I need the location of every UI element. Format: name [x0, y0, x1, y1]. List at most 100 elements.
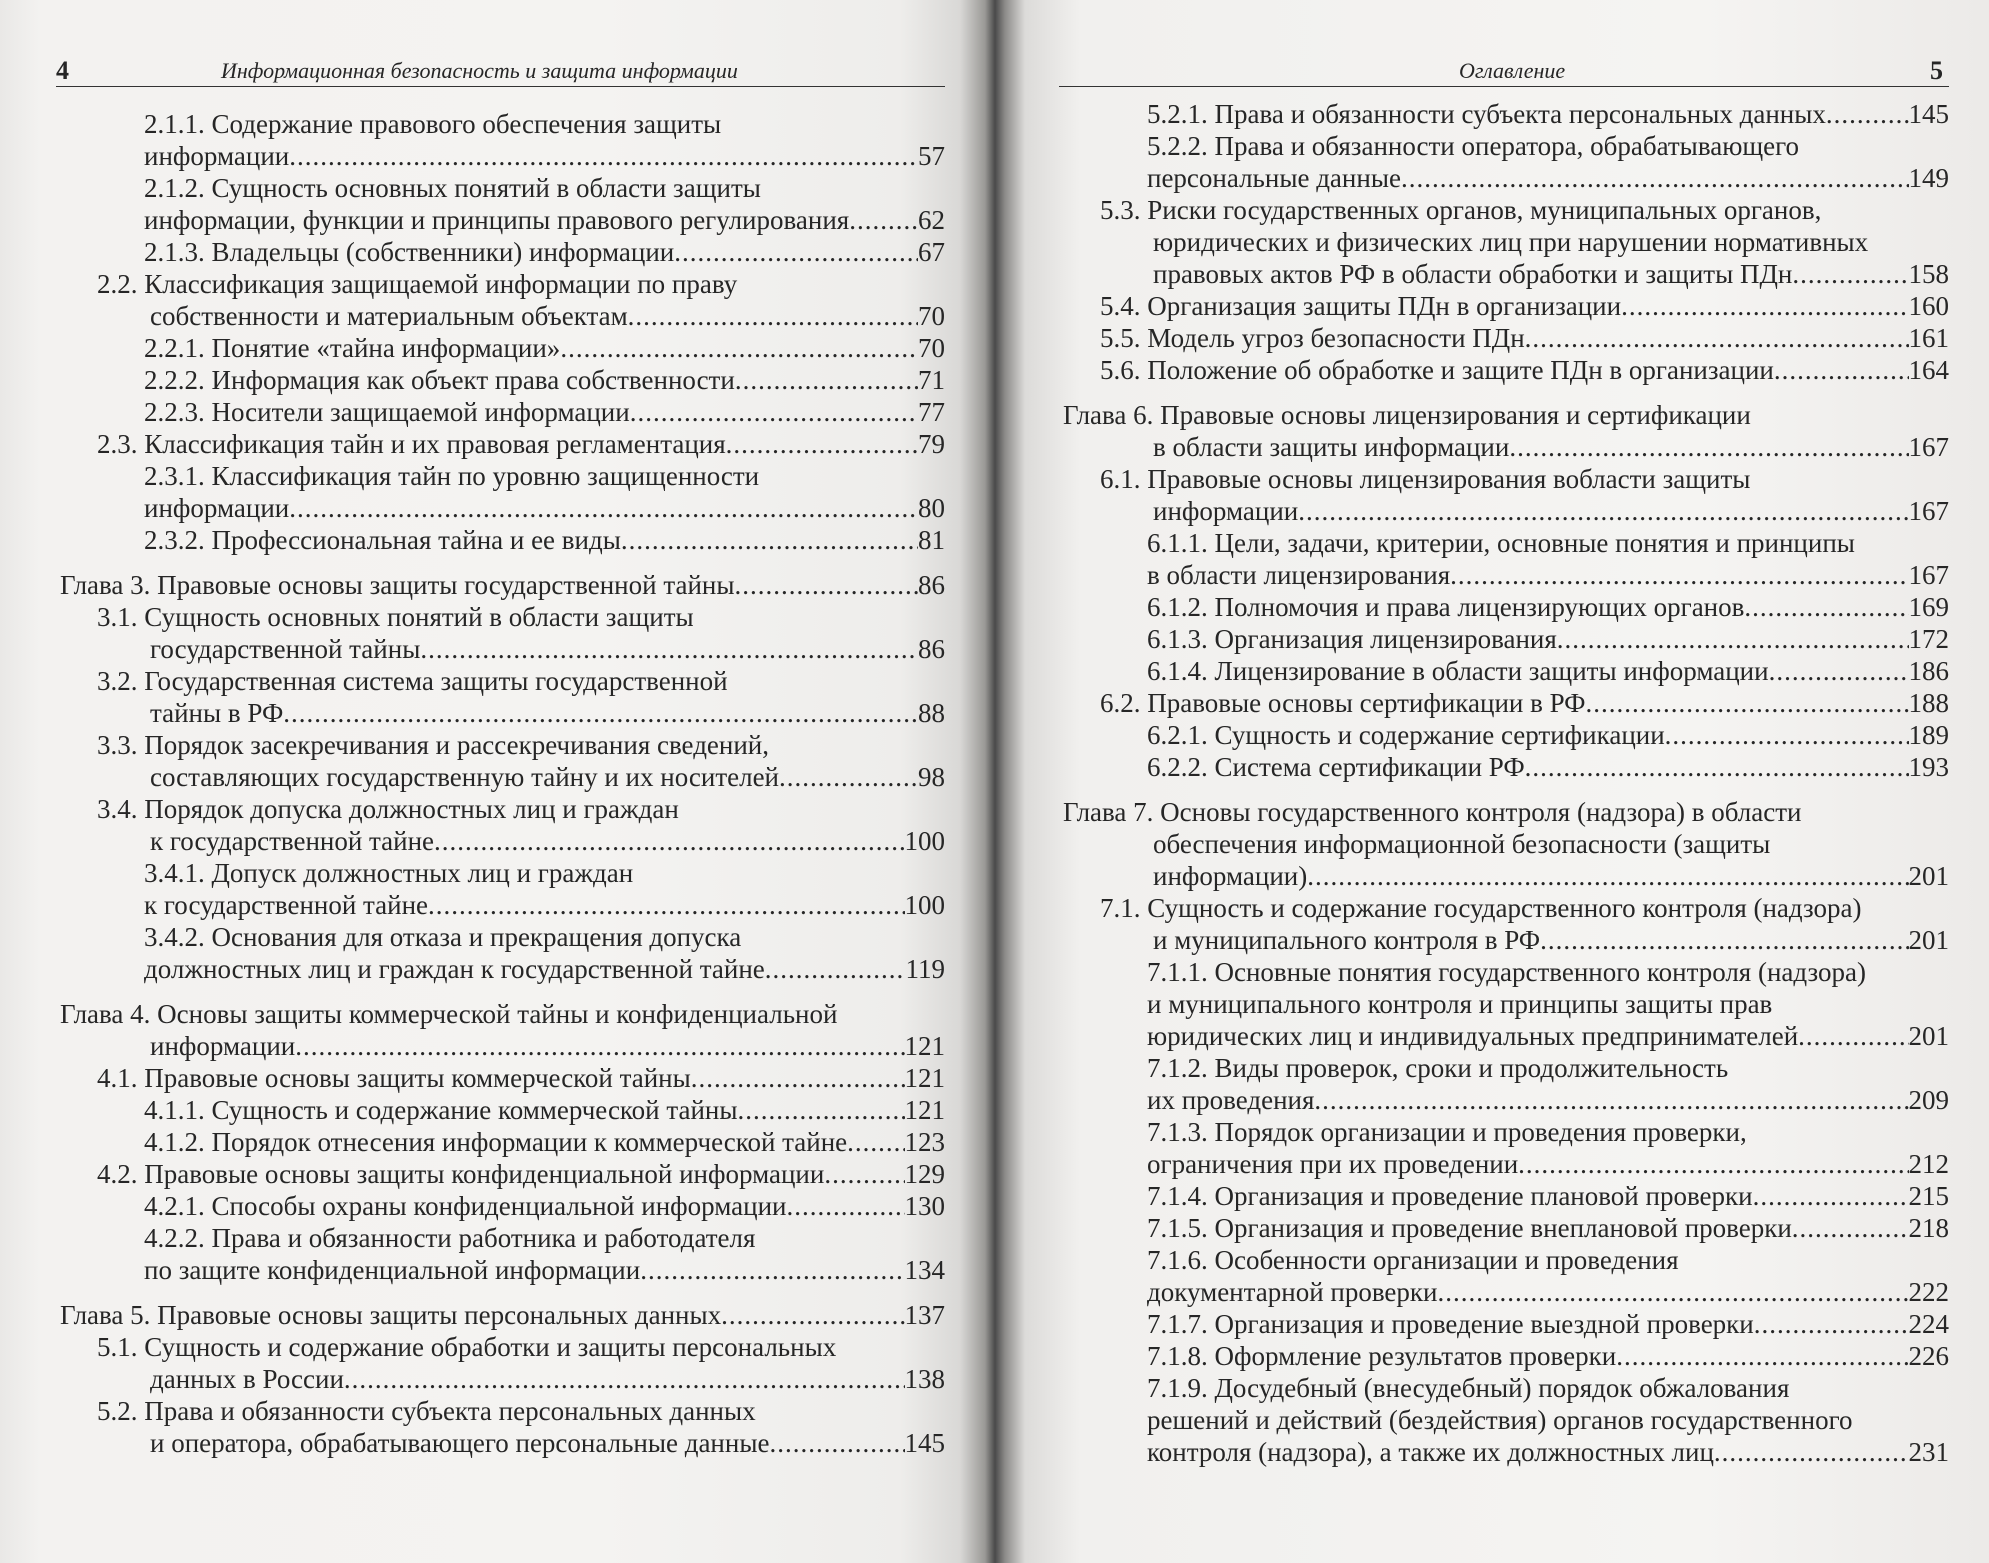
dot-leader — [295, 1030, 904, 1062]
toc-line: данных в России 138 — [60, 1363, 945, 1395]
table-of-contents: 5.2.1. Права и обязанности субъекта перс… — [1063, 98, 1949, 1468]
toc-chapter-entry: Глава 3. Правовые основы защиты государс… — [60, 569, 945, 601]
toc-entry-title: их проведения — [1147, 1085, 1315, 1115]
toc-line: информации) 201 — [1063, 860, 1949, 892]
toc-line: 6.1.3. Организация лицензирования 172 — [1063, 623, 1949, 655]
toc-entry: 7.1.7. Организация и проведение выездной… — [1063, 1308, 1949, 1340]
dot-leader — [1744, 591, 1908, 623]
toc-line: 2.3. Классификация тайн и их правовая ре… — [60, 428, 945, 460]
toc-entry-title: правовых актов РФ в области обработки и … — [1153, 259, 1793, 289]
page-number: 5 — [1930, 56, 1943, 85]
toc-entry-title: 2.2.1. Понятие «тайна информации» — [144, 333, 561, 363]
toc-line: 5.2.2. Права и обязанности оператора, об… — [1063, 130, 1949, 162]
toc-line: 6.2.2. Система сертификации РФ 193 — [1063, 751, 1949, 783]
toc-entry-title: 7.1.7. Организация и проведение выездной… — [1147, 1309, 1754, 1339]
toc-line: 6.1.1. Цели, задачи, критерии, основные … — [1063, 527, 1949, 559]
toc-page-number: 224 — [1908, 1309, 1950, 1339]
dot-leader — [1714, 1436, 1909, 1468]
toc-page-number: 88 — [918, 698, 945, 728]
toc-line: 4.2.1. Способы охраны конфиденциальной и… — [60, 1190, 945, 1222]
toc-entry-title: к государственной тайне — [144, 890, 429, 920]
toc-entry-title: государственной тайны — [150, 634, 421, 664]
toc-entry-title: и муниципального контроля и принципы защ… — [1147, 989, 1773, 1019]
dot-leader — [849, 204, 918, 236]
toc-line: в области лицензирования 167 — [1063, 559, 1949, 591]
toc-line: 5.4. Организация защиты ПДн в организаци… — [1063, 290, 1949, 322]
toc-line: 7.1.8. Оформление результатов проверки 22… — [1063, 1340, 1949, 1372]
toc-page-number: 201 — [1908, 861, 1950, 891]
toc-entry: 5.2.2. Права и обязанности оператора, об… — [1063, 130, 1949, 194]
toc-line: контроля (надзора), а также их должностн… — [1063, 1436, 1949, 1468]
toc-line: 7.1.7. Организация и проведение выездной… — [1063, 1308, 1949, 1340]
toc-entry: 6.1.3. Организация лицензирования 172 — [1063, 623, 1949, 655]
toc-entry-title: 7.1. Сущность и содержание государственн… — [1100, 893, 1862, 923]
toc-line: 2.2. Классификация защищаемой информации… — [60, 268, 945, 300]
toc-line: 5.2. Права и обязанности субъекта персон… — [60, 1395, 945, 1427]
toc-entry: 5.5. Модель угроз безопасности ПДн 161 — [1063, 322, 1949, 354]
toc-entry: 7.1.6. Особенности организации и проведе… — [1063, 1244, 1949, 1308]
dot-leader — [1525, 322, 1909, 354]
toc-entry: 3.1. Сущность основных понятий в области… — [60, 601, 945, 665]
toc-entry: 5.3. Риски государственных органов, муни… — [1063, 194, 1949, 290]
toc-line: обеспечения информационной безопасности … — [1063, 828, 1949, 860]
toc-line: 7.1.9. Досудебный (внесудебный) порядок … — [1063, 1372, 1949, 1404]
dot-leader — [1438, 1276, 1909, 1308]
toc-entry: 3.3. Порядок засекречивания и рассекречи… — [60, 729, 945, 793]
toc-entry-title: должностных лиц и граждан к государствен… — [144, 954, 765, 984]
dot-leader — [1401, 162, 1909, 194]
toc-entry-title: по защите конфиденциальной информации — [144, 1255, 641, 1285]
toc-entry-title: и оператора, обрабатывающего персональны… — [150, 1428, 770, 1458]
toc-line: документарной проверки 222 — [1063, 1276, 1949, 1308]
toc-entry-title: 6.1.1. Цели, задачи, критерии, основные … — [1147, 528, 1855, 558]
dot-leader — [726, 428, 918, 460]
toc-page-number: 121 — [904, 1095, 946, 1125]
running-header: 4 Информационная безопасность и защита и… — [56, 56, 945, 87]
toc-entry-title: Глава 5. Правовые основы защиты персонал… — [60, 1300, 722, 1330]
toc-entry: 2.2.3. Носители защищаемой информации 77 — [60, 396, 945, 428]
toc-entry-title: 5.5. Модель угроз безопасности ПДн — [1100, 323, 1525, 353]
toc-page-number: 80 — [918, 493, 945, 523]
dot-leader — [1753, 1180, 1909, 1212]
toc-entry-title: 5.4. Организация защиты ПДн в организаци… — [1100, 291, 1622, 321]
toc-entry: 3.4.1. Допуск должностных лиц и граждан к… — [60, 857, 945, 921]
toc-entry: 6.2.2. Система сертификации РФ 193 — [1063, 751, 1949, 783]
dot-leader — [420, 633, 918, 665]
dot-leader — [1665, 719, 1909, 751]
toc-entry-title: 5.2. Права и обязанности субъекта персон… — [97, 1396, 756, 1426]
toc-page-number: 215 — [1908, 1181, 1950, 1211]
toc-entry-title: 4.2.2. Права и обязанности работника и р… — [144, 1223, 756, 1253]
toc-line: информации 121 — [60, 1030, 945, 1062]
toc-entry-title: 2.3.2. Профессиональная тайна и ее виды — [144, 525, 621, 555]
toc-page-number: 212 — [1908, 1149, 1950, 1179]
dot-leader — [1307, 860, 1908, 892]
toc-entry: 4.1.1. Сущность и содержание коммерческо… — [60, 1094, 945, 1126]
toc-entry: 3.4.2. Основания для отказа и прекращени… — [60, 921, 945, 985]
toc-line: 3.4.2. Основания для отказа и прекращени… — [60, 921, 945, 953]
toc-entry-title: Глава 4. Основы защиты коммерческой тайн… — [60, 999, 838, 1029]
toc-entry-title: 6.2.2. Система сертификации РФ — [1147, 752, 1525, 782]
toc-entry-title: 5.3. Риски государственных органов, муни… — [1100, 195, 1822, 225]
toc-page-number: 81 — [918, 525, 945, 555]
toc-line: в области защиты информации 167 — [1063, 431, 1949, 463]
toc-line: 2.3.1. Классификация тайн по уровню защи… — [60, 460, 945, 492]
toc-entry-title: 3.4. Порядок допуска должностных лиц и г… — [97, 794, 679, 824]
toc-page-number: 123 — [904, 1127, 946, 1157]
toc-page-number: 186 — [1908, 656, 1950, 686]
toc-page-number: 100 — [904, 826, 946, 856]
dot-leader — [428, 889, 904, 921]
toc-page-number: 71 — [918, 365, 945, 395]
toc-entry-title: ограничения при их проведении — [1147, 1149, 1519, 1179]
toc-page-number: 218 — [1908, 1213, 1950, 1243]
toc-entry: 7.1.2. Виды проверок, сроки и продолжите… — [1063, 1052, 1949, 1116]
toc-line: по защите конфиденциальной информации 134 — [60, 1254, 945, 1286]
toc-entry-title: 2.2.3. Носители защищаемой информации — [144, 397, 630, 427]
toc-page-number: 86 — [918, 570, 945, 600]
toc-line: информации 167 — [1063, 495, 1949, 527]
toc-entry: 2.1.2. Сущность основных понятий в облас… — [60, 172, 945, 236]
toc-chapter-entry: Глава 6. Правовые основы лицензирования … — [1063, 399, 1949, 463]
dot-leader — [1518, 1148, 1908, 1180]
toc-entry-title: информации — [144, 141, 290, 171]
toc-line: 5.1. Сущность и содержание обработки и з… — [60, 1331, 945, 1363]
toc-line: Глава 5. Правовые основы защиты персонал… — [60, 1299, 945, 1331]
toc-entry: 7.1.5. Организация и проведение внеплано… — [1063, 1212, 1949, 1244]
